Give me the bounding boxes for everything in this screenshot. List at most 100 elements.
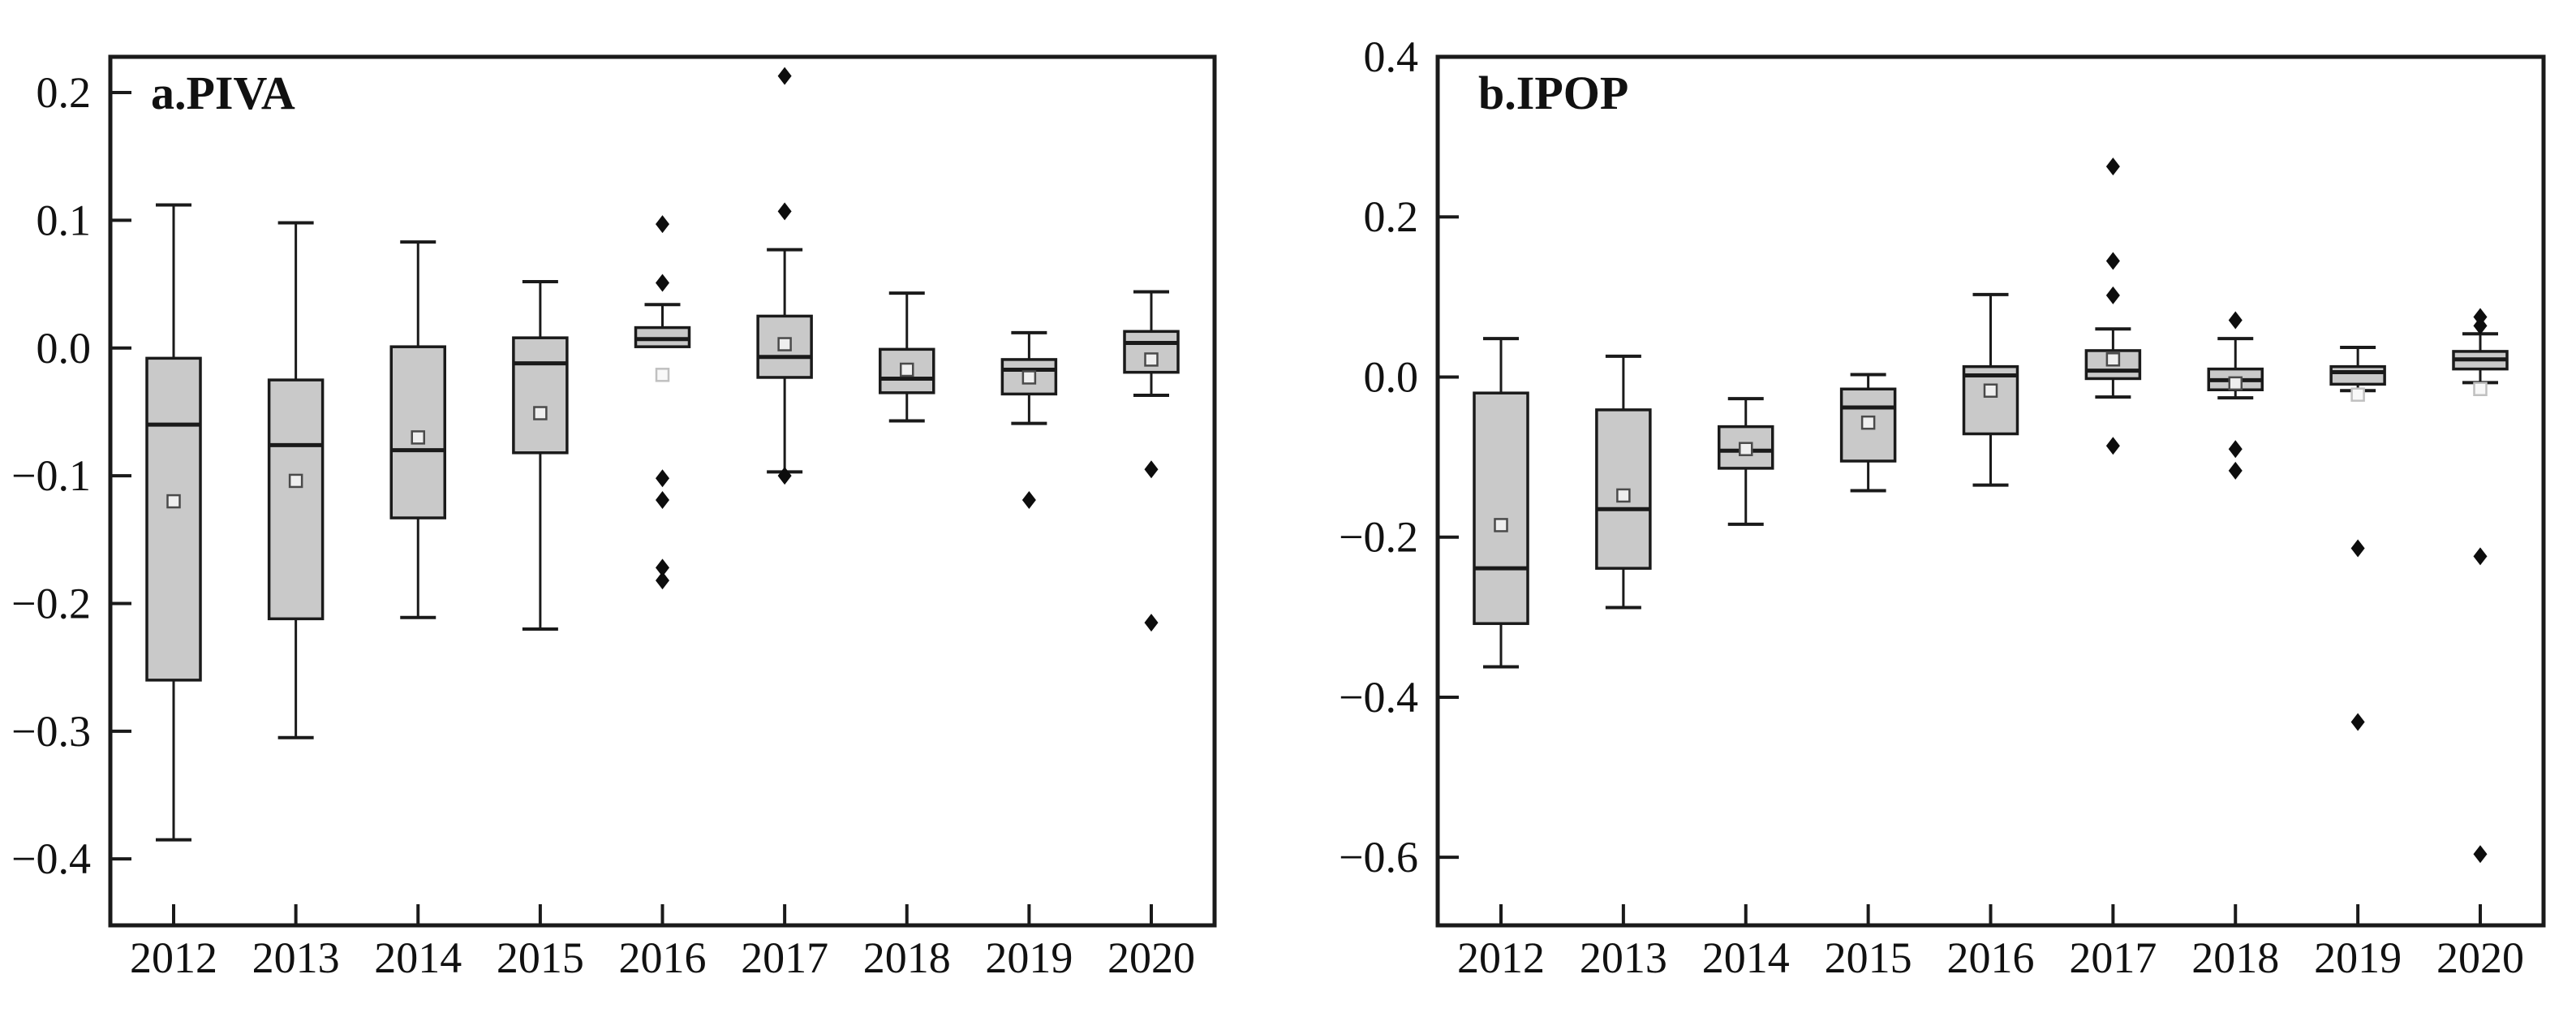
x-axis-tick-label: 2017 bbox=[2069, 933, 2157, 982]
x-axis-tick-label: 2013 bbox=[1580, 933, 1667, 982]
outlier-diamond bbox=[2350, 713, 2365, 731]
mean-square-marker bbox=[288, 473, 303, 489]
box-group-2013 bbox=[267, 221, 325, 739]
mean-square-marker bbox=[2105, 352, 2121, 367]
mean-square-marker bbox=[1860, 415, 1876, 430]
mean-square-marker bbox=[1021, 370, 1037, 385]
x-axis-tick-label: 2016 bbox=[619, 933, 707, 982]
outlier-diamond bbox=[656, 558, 669, 577]
iqr-box bbox=[145, 356, 202, 682]
mean-square-marker bbox=[533, 406, 548, 420]
iqr-box bbox=[512, 336, 569, 455]
mean-square-marker bbox=[2473, 381, 2488, 397]
y-axis-tick-label: −0.4 bbox=[11, 834, 91, 883]
outlier-diamond bbox=[2473, 317, 2488, 335]
box-group-2020 bbox=[1123, 290, 1180, 632]
y-axis-tick-label: 0.0 bbox=[37, 324, 92, 373]
box-group-2020 bbox=[2452, 308, 2509, 864]
outlier-diamond bbox=[2105, 286, 2120, 304]
panel-title: a.PIVA bbox=[151, 67, 295, 119]
box-group-2014 bbox=[389, 240, 446, 619]
y-axis-tick-label: −0.1 bbox=[11, 451, 91, 500]
mean-square-marker bbox=[166, 494, 181, 509]
mean-square-marker bbox=[1983, 383, 1998, 398]
y-axis-tick-label: 0.0 bbox=[1364, 352, 1419, 401]
x-axis-tick-label: 2013 bbox=[252, 933, 340, 982]
outlier-diamond bbox=[2473, 547, 2488, 566]
mean-square-marker bbox=[655, 368, 670, 382]
box-group-2019 bbox=[1000, 330, 1058, 510]
panel-title: b.IPOP bbox=[1478, 67, 1628, 119]
mean-square-marker bbox=[900, 362, 914, 377]
iqr-box bbox=[1962, 364, 2019, 436]
outlier-diamond bbox=[2228, 440, 2243, 459]
mean-square-marker bbox=[1739, 442, 1753, 456]
box-group-2015 bbox=[512, 279, 569, 631]
panel-piva: a.PIVA 0.2 0.1 0.0 −0.1 −0.2 −0.3 −0.4 2012 2013 2… bbox=[11, 54, 1217, 982]
box-group-2013 bbox=[1595, 354, 1652, 610]
outlier-diamond bbox=[1021, 491, 1036, 510]
outlier-diamond bbox=[777, 67, 792, 85]
x-axis-tick-label: 2012 bbox=[1457, 933, 1545, 982]
outlier-diamond bbox=[656, 491, 669, 510]
y-axis-tick-label: 0.2 bbox=[37, 68, 92, 117]
x-axis-tick-label: 2020 bbox=[1107, 933, 1195, 982]
outlier-diamond bbox=[2228, 311, 2243, 330]
x-axis-tick-label: 2014 bbox=[1702, 933, 1790, 982]
mean-square-marker bbox=[1494, 518, 1508, 532]
outlier-diamond bbox=[2350, 539, 2365, 558]
x-axis-tick-label: 2019 bbox=[2314, 933, 2402, 982]
y-axis-tick-label: −0.2 bbox=[11, 579, 91, 627]
x-axis-tick-label: 2016 bbox=[1947, 933, 2035, 982]
x-axis-tick-label: 2017 bbox=[741, 933, 828, 982]
box-group-2015 bbox=[1839, 373, 1897, 493]
box-group-2012 bbox=[145, 203, 202, 842]
mean-square-marker bbox=[1144, 352, 1159, 367]
mean-square-marker bbox=[1616, 488, 1631, 503]
ipop-boxplot-chart: b.IPOP 0.4 0.2 0.0 −0.2 −0.4 −0.6 2012 2013 2014 2… bbox=[1339, 32, 2546, 982]
mean-square-marker bbox=[411, 430, 425, 445]
outlier-diamond bbox=[656, 215, 669, 234]
x-axis-tick-label: 2020 bbox=[2436, 933, 2524, 982]
x-axis-tick-label: 2014 bbox=[374, 933, 462, 982]
outlier-diamond bbox=[2105, 252, 2120, 270]
mean-square-marker bbox=[2228, 376, 2243, 391]
x-axis-tick-label: 2015 bbox=[497, 933, 584, 982]
x-axis-tick-label: 2018 bbox=[2191, 933, 2279, 982]
box-group-2017 bbox=[2084, 157, 2142, 455]
x-axis-tick-label: 2015 bbox=[1825, 933, 1912, 982]
box-group-2019 bbox=[2329, 345, 2386, 731]
x-axis-tick-label: 2018 bbox=[863, 933, 951, 982]
y-axis-tick-label: 0.1 bbox=[37, 196, 92, 244]
mean-square-marker bbox=[777, 337, 792, 351]
box-group-2017 bbox=[756, 67, 813, 485]
iqr-box bbox=[1473, 391, 1529, 625]
outlier-diamond bbox=[2105, 157, 2120, 176]
outlier-diamond bbox=[2105, 437, 2120, 455]
mean-square-marker bbox=[2350, 387, 2365, 402]
y-axis-tick-label: −0.2 bbox=[1339, 513, 1418, 562]
outlier-diamond bbox=[2473, 845, 2488, 864]
iqr-box bbox=[2329, 364, 2386, 386]
box-group-2018 bbox=[2207, 311, 2264, 480]
box-group-2016 bbox=[1962, 292, 2019, 487]
x-axis-tick-label: 2012 bbox=[130, 933, 217, 982]
y-axis-tick-label: −0.4 bbox=[1339, 673, 1418, 722]
piva-boxplot-chart: a.PIVA 0.2 0.1 0.0 −0.1 −0.2 −0.3 −0.4 2012 2013 2… bbox=[11, 54, 1217, 982]
outlier-diamond bbox=[1144, 460, 1159, 479]
y-axis-tick-label: 0.4 bbox=[1364, 32, 1419, 81]
outlier-diamond bbox=[656, 571, 669, 590]
outlier-diamond bbox=[656, 469, 669, 488]
box-group-2014 bbox=[1718, 397, 1774, 526]
y-axis-tick-label: −0.6 bbox=[1339, 833, 1418, 882]
outlier-diamond bbox=[2228, 461, 2243, 480]
outlier-diamond bbox=[777, 202, 792, 221]
box-group-2012 bbox=[1473, 337, 1529, 669]
x-axis-tick-label: 2019 bbox=[985, 933, 1073, 982]
outlier-diamond bbox=[777, 467, 792, 485]
y-axis-tick-label: −0.3 bbox=[11, 707, 91, 756]
outlier-diamond bbox=[1144, 614, 1159, 632]
panel-ipop: b.IPOP 0.4 0.2 0.0 −0.2 −0.4 −0.6 2012 2013 2014 2… bbox=[1288, 0, 2576, 1013]
y-axis-tick-label: 0.2 bbox=[1364, 192, 1419, 241]
iqr-box bbox=[267, 378, 325, 621]
